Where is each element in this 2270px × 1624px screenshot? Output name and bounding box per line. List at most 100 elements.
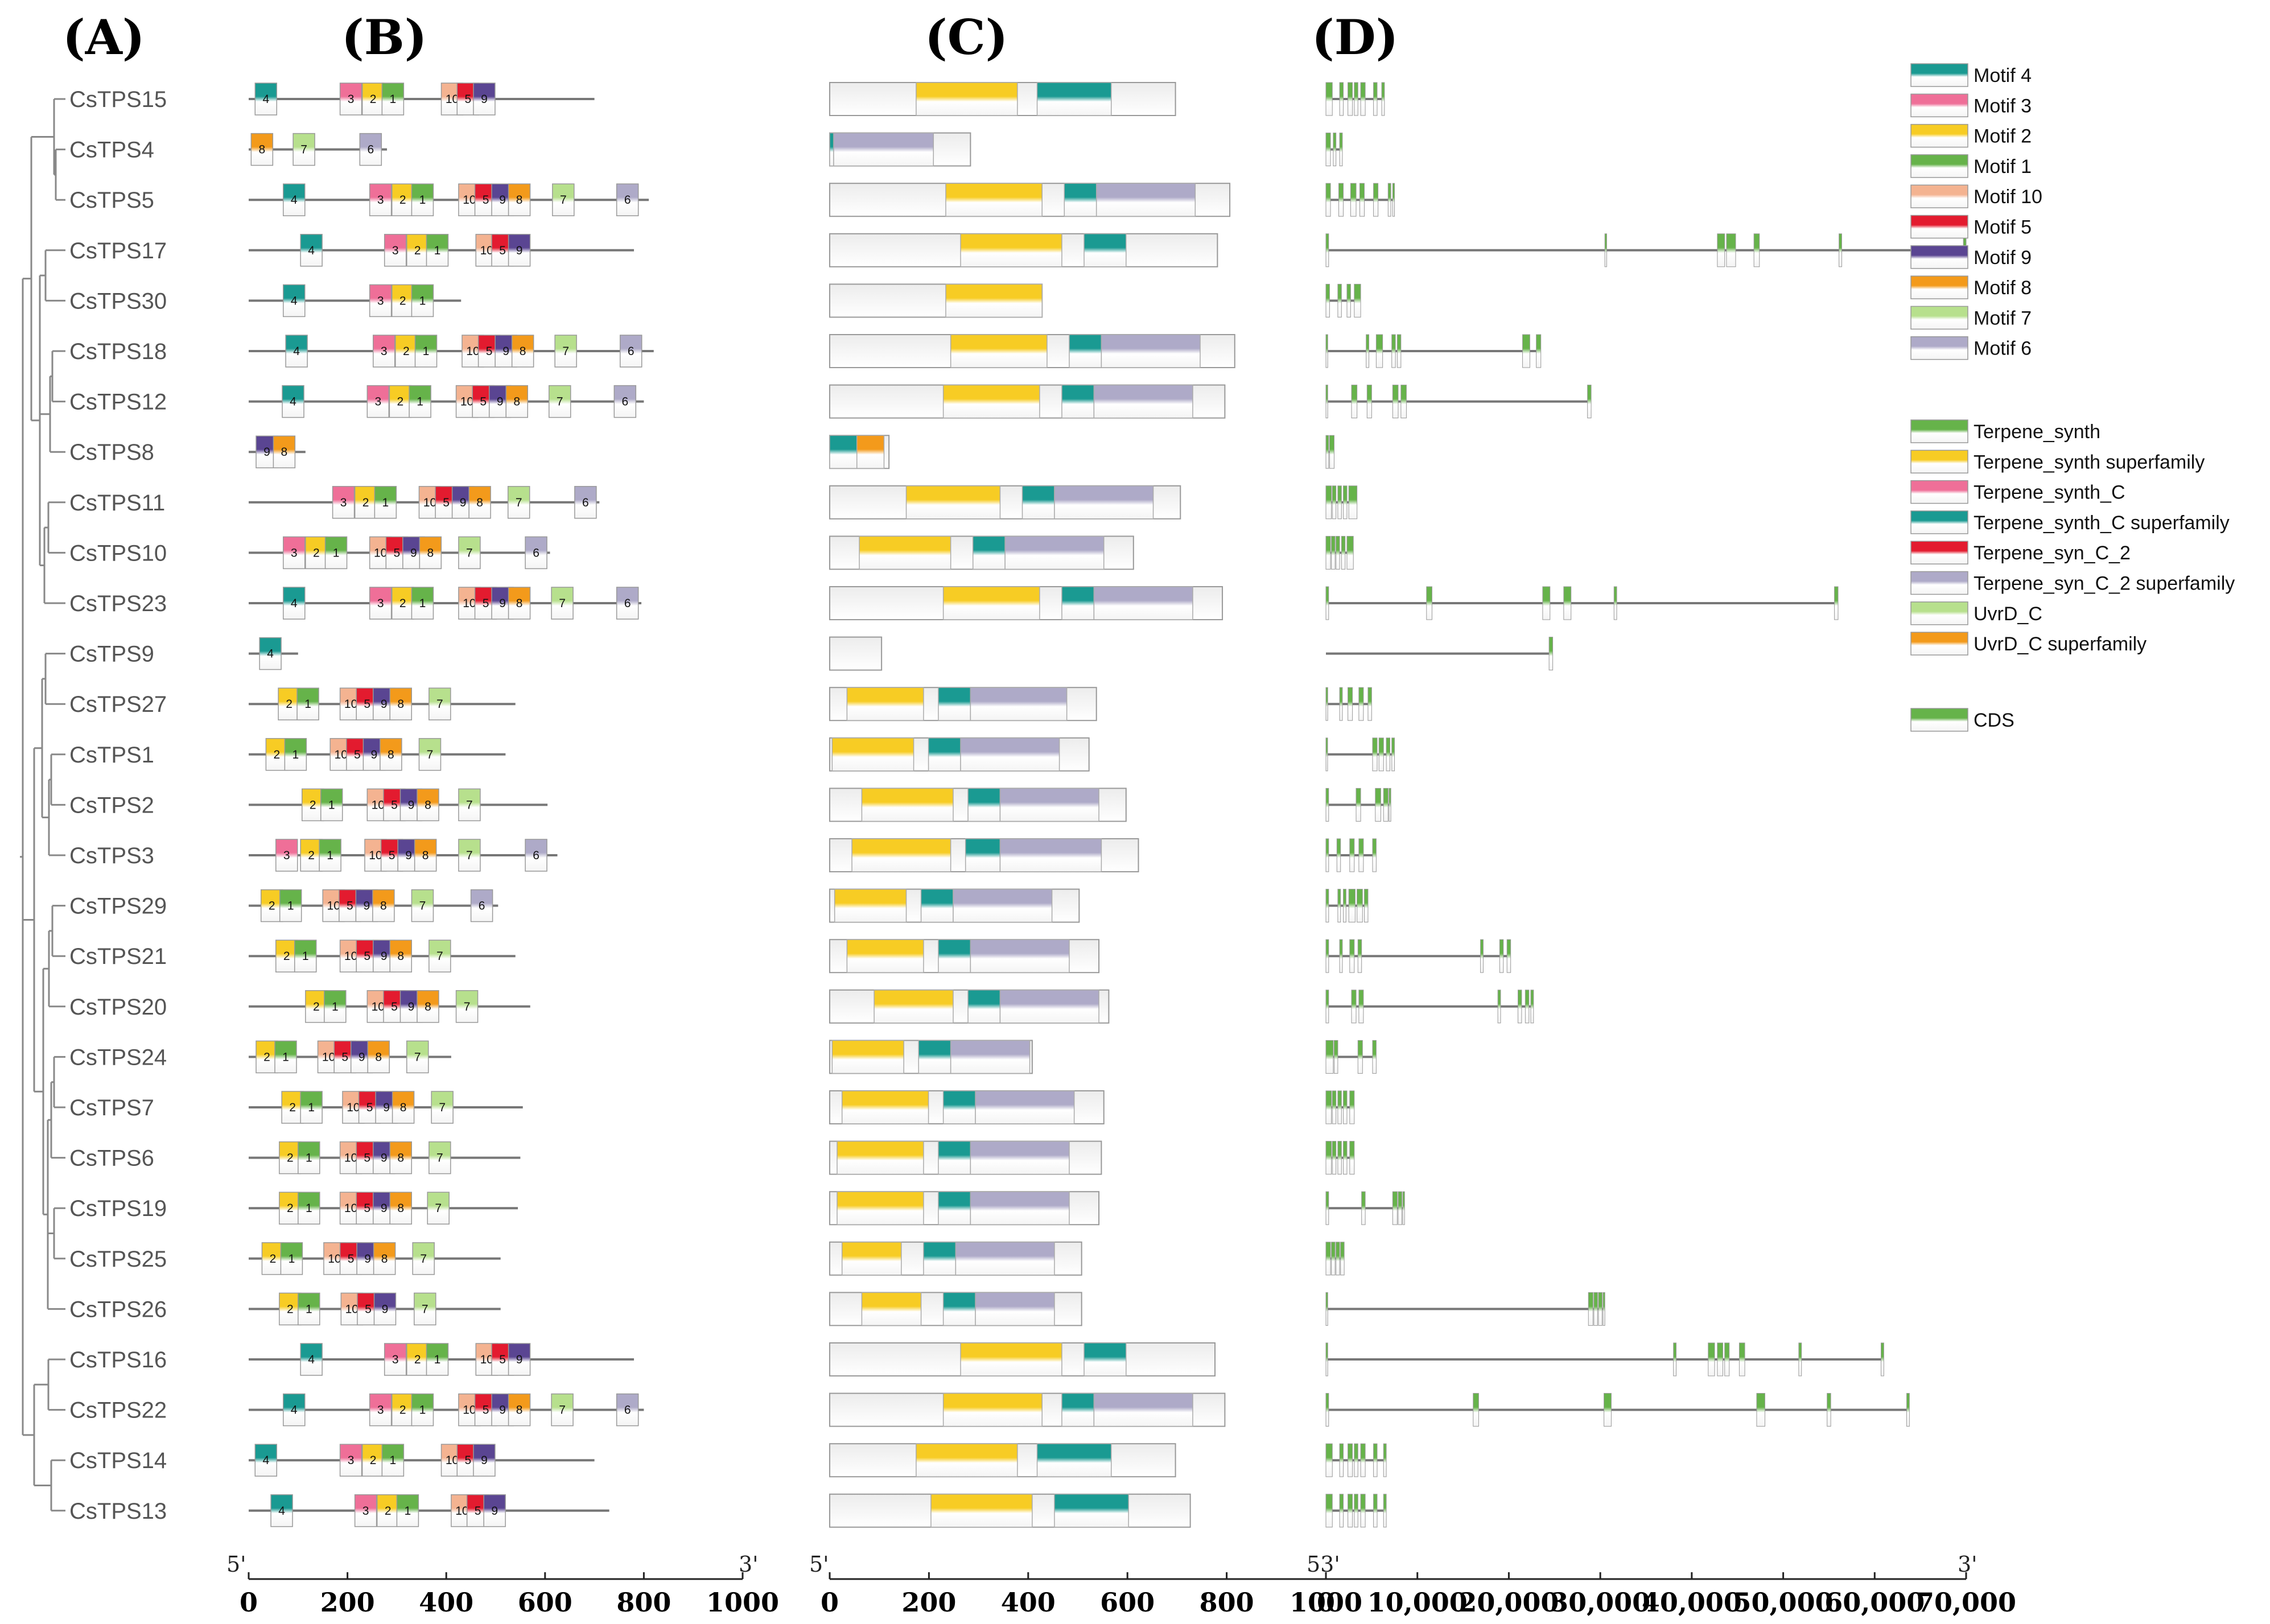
- cds-box: [1357, 889, 1363, 923]
- motif-box: [473, 1444, 496, 1477]
- cds-box: [1325, 385, 1328, 419]
- domain-box: [1083, 1342, 1127, 1376]
- motif-box: [389, 1141, 412, 1174]
- motif-number: 2: [269, 900, 275, 913]
- motif-number: 4: [308, 1353, 315, 1366]
- legend-label: Motif 9: [1974, 247, 2032, 269]
- motif-box: [429, 1141, 451, 1174]
- domain-box: [967, 990, 1001, 1024]
- motif-box: [525, 536, 547, 570]
- cds-box: [1756, 1393, 1765, 1427]
- cds-box: [1358, 990, 1364, 1024]
- domain-box: [831, 1040, 904, 1074]
- motif-row: 2 1 10 5 9 8 7: [249, 1141, 521, 1174]
- domain-row: [829, 1191, 1100, 1226]
- motif-number: 4: [290, 395, 296, 409]
- cds-box: [1372, 1040, 1377, 1074]
- motif-box: [283, 284, 306, 318]
- motif-box: [505, 385, 528, 418]
- motif-number: 7: [557, 395, 563, 409]
- cds-box: [1360, 1494, 1366, 1528]
- gene-axis-tick-label: 0: [1317, 1587, 1335, 1618]
- cds-box: [1337, 1141, 1342, 1175]
- motif-box: [300, 1343, 323, 1376]
- legend-swatch: [1910, 215, 1968, 239]
- domain-row: [829, 283, 1043, 318]
- gene-label: CsTPS22: [69, 1398, 167, 1423]
- cds-box: [1473, 1393, 1479, 1427]
- domain-box: [874, 990, 954, 1024]
- motif-number: 1: [282, 1050, 289, 1064]
- motif-number: 7: [466, 546, 473, 559]
- motif-box: [483, 1494, 506, 1527]
- motif-number: 1: [306, 1152, 312, 1165]
- cds-box: [1358, 838, 1364, 872]
- cds-box: [1383, 1443, 1387, 1477]
- motif-number: 2: [370, 1454, 377, 1467]
- motif-number: 10: [463, 193, 476, 207]
- cds-box: [1325, 485, 1332, 520]
- motif-box: [414, 839, 437, 872]
- gene-label: CsTPS29: [69, 894, 167, 919]
- domain-box: [1054, 1494, 1129, 1528]
- cds-box: [1373, 1443, 1378, 1477]
- motif-box: [616, 587, 639, 620]
- motif-box: [426, 234, 449, 267]
- legend-label: Motif 10: [1974, 186, 2042, 208]
- motif-box: [613, 385, 637, 418]
- cds-box: [1325, 133, 1331, 167]
- domain-row: [829, 384, 1226, 419]
- motif-number: 6: [367, 143, 374, 156]
- legend-swatch: [1910, 93, 1968, 118]
- domain-box: [916, 82, 1018, 116]
- gene-label: CsTPS25: [69, 1247, 167, 1272]
- motif-number: 10: [460, 395, 473, 409]
- motif-number: 4: [308, 244, 315, 257]
- motif-box: [359, 133, 382, 166]
- motif-number: 8: [388, 748, 394, 761]
- domain-row: [829, 1443, 1176, 1478]
- motif-box: [284, 738, 307, 771]
- domain-box: [856, 435, 885, 469]
- motif-number: 4: [291, 1404, 298, 1417]
- cds-box: [1337, 889, 1341, 923]
- cds-box: [1588, 1292, 1593, 1326]
- motif-box: [508, 1393, 531, 1427]
- legend-label: UvrD_C: [1974, 603, 2042, 625]
- domain-box: [1036, 82, 1112, 116]
- motif-number: 5: [393, 546, 400, 559]
- domain-row: [829, 1040, 1033, 1074]
- domain-box: [938, 687, 971, 721]
- domain-box: [975, 1292, 1055, 1326]
- cds-box: [1348, 1494, 1353, 1528]
- cds-box: [1343, 1090, 1348, 1124]
- gene-label: CsTPS23: [69, 591, 167, 616]
- motif-number: 8: [425, 1000, 431, 1013]
- axis-b-end-label: 3': [739, 1552, 759, 1577]
- motif-number: 5: [354, 748, 361, 761]
- cds-box: [1392, 183, 1395, 217]
- motif-box: [369, 587, 392, 620]
- cds-box: [1343, 485, 1348, 520]
- cds-box: [1604, 1393, 1612, 1427]
- motif-number: 2: [274, 748, 281, 761]
- gene-axis-tick-label: 10,000: [1367, 1587, 1468, 1618]
- motif-box: [278, 687, 300, 720]
- motif-number: 8: [397, 698, 404, 711]
- domain-row: [829, 1140, 1102, 1175]
- cds-box: [1383, 788, 1389, 822]
- gene-row: [1325, 1141, 1355, 1175]
- gene-row: [1325, 385, 1592, 419]
- cds-box: [1373, 1494, 1378, 1528]
- motif-box: [305, 536, 328, 570]
- domain-box: [938, 1191, 971, 1225]
- legend-label: Terpene_synth_C: [1974, 482, 2125, 504]
- motif-number: 4: [267, 648, 274, 661]
- gene-label: CsTPS6: [69, 1146, 154, 1171]
- motif-number: 3: [340, 496, 347, 509]
- motif-box: [361, 1444, 385, 1477]
- legend-label: Motif 7: [1974, 307, 2032, 329]
- gene-label: CsTPS2: [69, 793, 154, 818]
- domain-box: [928, 737, 961, 772]
